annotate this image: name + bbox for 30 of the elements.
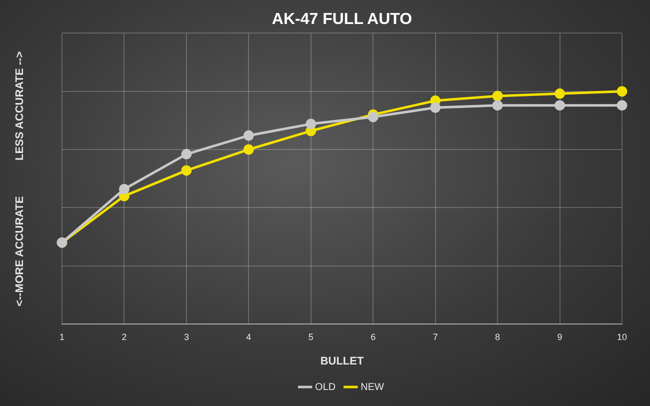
point — [554, 100, 566, 111]
point — [492, 100, 503, 111]
x-tick-label: 2 — [122, 332, 127, 342]
x-tick-label: 10 — [616, 332, 628, 342]
point — [492, 90, 503, 102]
point — [243, 144, 254, 155]
point — [616, 100, 628, 111]
x-tick-label: 4 — [246, 332, 252, 342]
point — [181, 165, 192, 176]
x-tick-label: 9 — [557, 332, 562, 342]
x-tick-label: 7 — [432, 332, 438, 342]
point — [118, 184, 130, 194]
point — [616, 86, 628, 97]
x-tick-label: 5 — [308, 332, 314, 342]
x-tick-label: 8 — [495, 332, 500, 342]
chart-title: AK-47 FULL AUTO — [272, 11, 412, 28]
point — [368, 112, 378, 122]
x-tick-label: 6 — [370, 332, 376, 342]
point — [430, 102, 441, 113]
point — [243, 130, 254, 141]
x-tick-label: 1 — [59, 332, 65, 342]
point — [554, 88, 566, 99]
point — [181, 148, 192, 160]
text: <--MORE ACCURATE — [14, 196, 26, 306]
x-tick-label: 3 — [184, 332, 189, 342]
text: LESS ACCURATE --> — [14, 51, 26, 160]
legend-label: NEW — [360, 382, 385, 393]
x-axis-title: BULLET — [320, 355, 364, 368]
point — [306, 118, 316, 130]
legend-label: OLD — [315, 382, 336, 393]
